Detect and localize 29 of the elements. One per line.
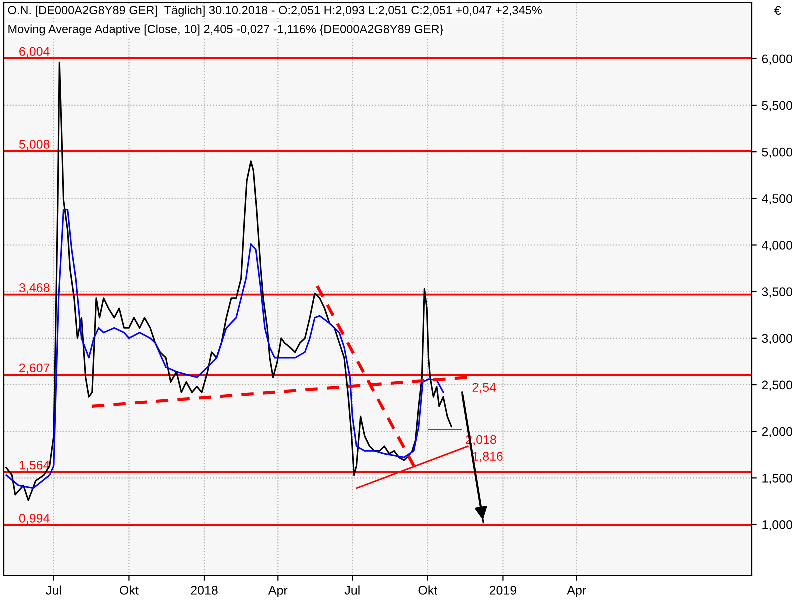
x-tick-label: Okt — [120, 586, 139, 595]
y-axis-title: € — [774, 6, 782, 16]
y-tick-label: 6,000 — [762, 54, 793, 66]
y-tick-label: 2,000 — [762, 427, 793, 438]
annotation: 2,54 — [472, 383, 496, 394]
ref-line-label: 5,008 — [19, 140, 50, 150]
x-tick-label: Okt — [418, 586, 438, 595]
x-tick-label: Jul — [344, 586, 360, 595]
ref-line-label: 3,468 — [19, 283, 50, 294]
y-tick-label: 2,500 — [762, 380, 793, 392]
x-tick-label: 2018 — [191, 586, 218, 595]
ref-line-label: 2,607 — [20, 364, 50, 374]
y-tick-label: 1,500 — [762, 474, 793, 484]
y-tick-label: 3,500 — [762, 288, 793, 298]
y-tick-label: 5,000 — [762, 148, 793, 158]
text: Moving Average Adaptive [Close, 10] 2,405 -0,027 -1,116% {DE000A2G8Y89 GER} — [8, 24, 444, 36]
x-tick-label: 2019 — [490, 586, 517, 595]
y-tick-label: 5,500 — [762, 101, 793, 112]
ref-line-label: 0,994 — [19, 514, 50, 524]
chart-title: O.N. [DE000A2G8Y89 GER] Täglich] 30.10.2018 - O:2,051 H:2,093 L:2,051 C:2,051 +0,047 +2,345% — [8, 6, 542, 17]
ref-line-label: 6,004 — [20, 47, 50, 58]
x-tick-label: Apr — [567, 586, 586, 598]
y-tick-label: 1,000 — [762, 520, 793, 531]
line-series — [6, 209, 444, 490]
x-tick-label: Apr — [268, 586, 288, 598]
y-tick-label: 3,000 — [762, 334, 793, 345]
y-tick-label: 4,500 — [762, 194, 793, 205]
y-tick-label: 4,000 — [762, 241, 793, 252]
x-tick-label: Jul — [46, 586, 62, 595]
